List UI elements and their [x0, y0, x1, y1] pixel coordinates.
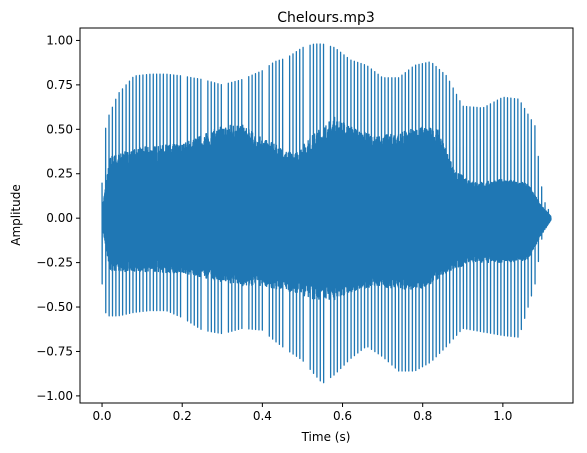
y-axis: −1.00 −0.75 −0.50 −0.25 0.00 0.25 0.50 0.75 1.00	[36, 33, 80, 403]
y-tick-label: 1.00	[46, 33, 73, 47]
y-tick-label: 0.25	[46, 167, 73, 181]
plot-area	[101, 43, 552, 384]
y-tick-label: 0.00	[46, 211, 73, 225]
y-tick-label: −1.00	[36, 389, 73, 403]
y-tick-label: −0.75	[36, 344, 73, 358]
y-tick-label: 0.50	[46, 122, 73, 136]
x-tick-label: 1.0	[493, 409, 512, 423]
y-tick-label: −0.25	[36, 256, 73, 270]
x-tick-label: 0.4	[253, 409, 272, 423]
y-axis-label: Amplitude	[9, 184, 23, 246]
x-tick-label: 0.2	[173, 409, 192, 423]
x-axis: 0.0 0.2 0.4 0.6 0.8 1.0	[92, 403, 512, 423]
y-tick-label: −0.50	[36, 300, 73, 314]
axes-frame	[79, 27, 574, 404]
waveform-series-line	[101, 43, 552, 384]
x-tick-label: 0.6	[333, 409, 352, 423]
chart-title: Chelours.mp3	[277, 10, 375, 26]
x-axis-label: Time (s)	[301, 430, 351, 444]
x-tick-label: 0.0	[92, 409, 111, 423]
x-tick-label: 0.8	[413, 409, 432, 423]
y-tick-label: 0.75	[46, 78, 73, 92]
